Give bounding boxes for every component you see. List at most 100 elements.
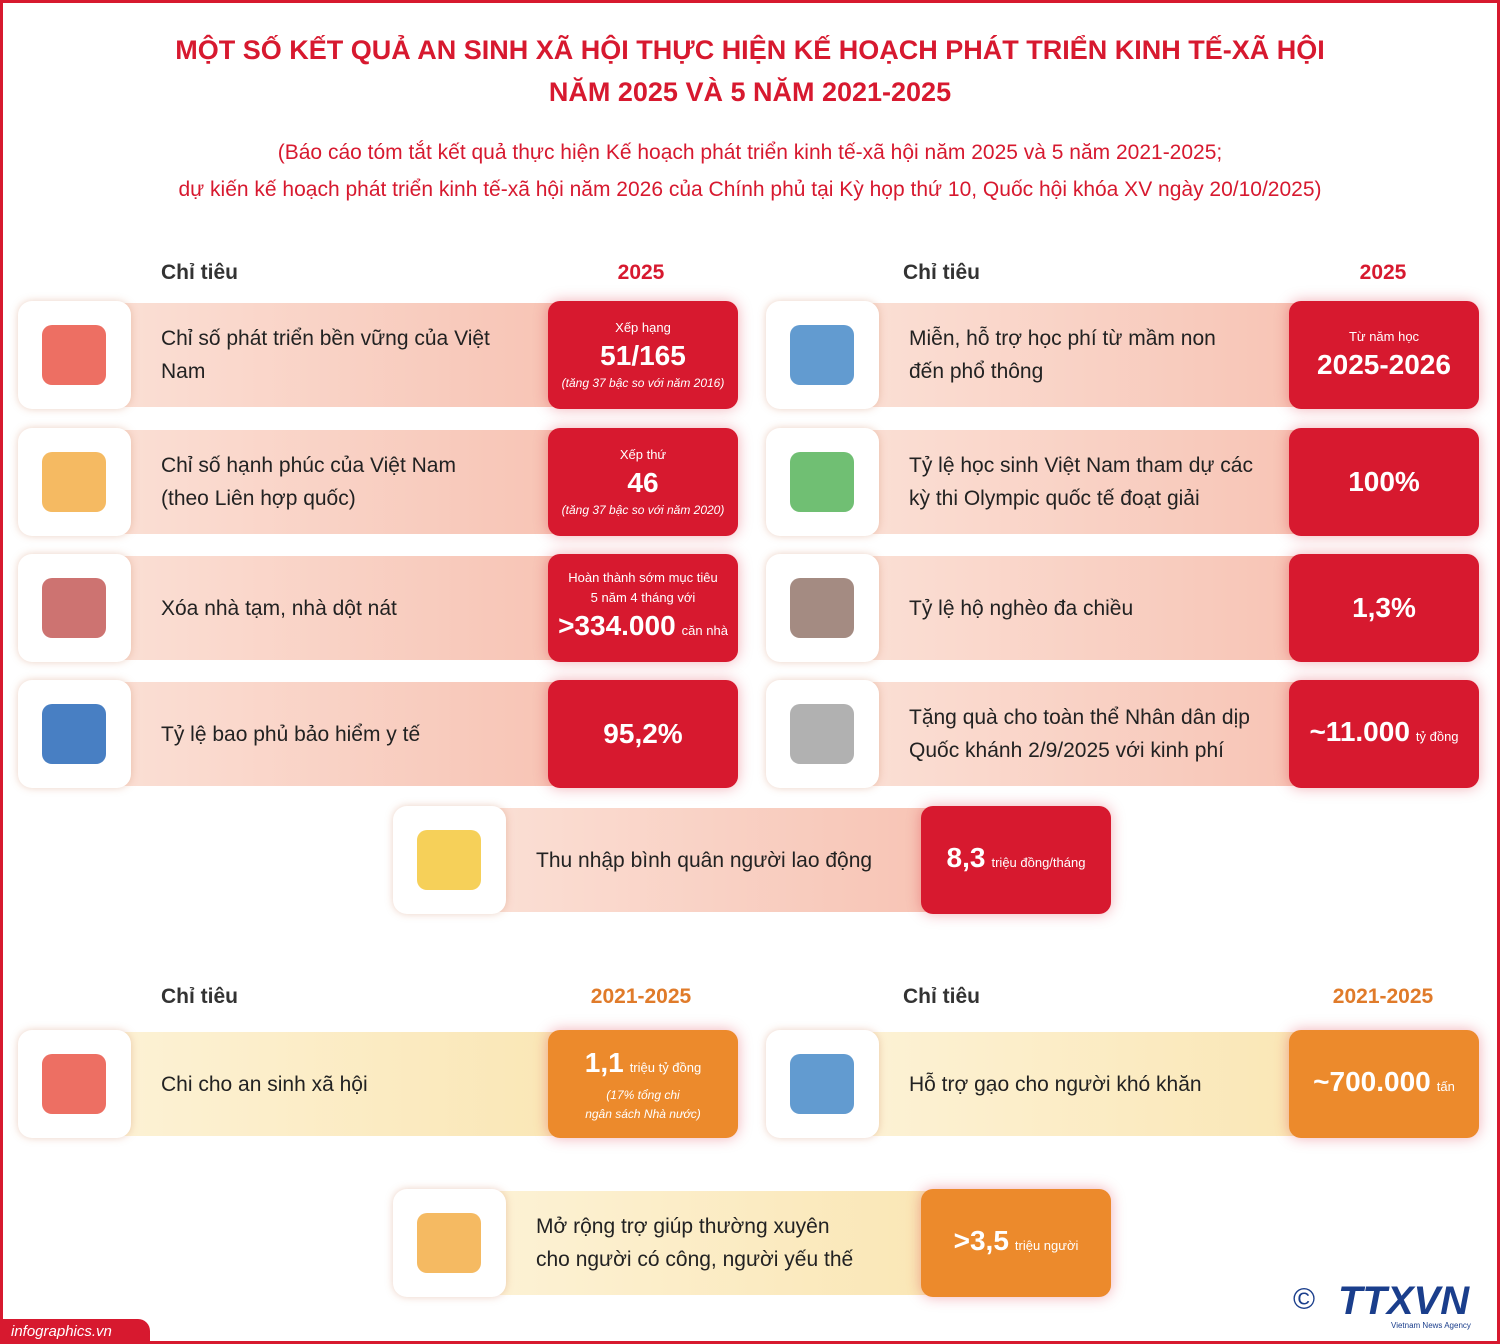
value-top: 5 năm 4 tháng với: [590, 589, 696, 605]
value-box: 8,3 triệu đồng/tháng: [921, 806, 1111, 914]
label: Tỷ lệ học sinh Việt Nam tham dự các kỳ th…: [909, 428, 1272, 536]
value: 95,2%: [603, 718, 683, 749]
label: Tỷ lệ bao phủ bảo hiểm y tế: [161, 680, 531, 788]
icon: [18, 680, 131, 788]
value-top: Hoàn thành sớm mục tiêu: [568, 569, 718, 585]
site: infographics.vn: [11, 1323, 112, 1340]
value-main: 1,3%: [1352, 590, 1416, 626]
value-main: 1,1 triệu tỷ đồng: [585, 1045, 701, 1086]
label-line: Chi cho an sinh xã hội: [161, 1072, 368, 1096]
value-main: ~700.000 tấn: [1313, 1064, 1455, 1105]
label-line: Miễn, hỗ trợ học phí từ mầm non: [909, 327, 1216, 350]
value: 8,3: [946, 841, 986, 873]
icon-shape: [417, 1213, 481, 1273]
value-box: ~11.000 tỷ đồng: [1289, 680, 1479, 788]
label-line: đến phổ thông: [909, 360, 1044, 383]
icon: [766, 301, 879, 409]
value-box: Hoàn thành sớm mục tiêu 5 năm 4 tháng với…: [548, 554, 738, 662]
value: ~700.000: [1313, 1065, 1431, 1097]
value-box: ~700.000 tấn: [1289, 1030, 1479, 1138]
value: >334.000: [558, 609, 676, 641]
value-note: (tăng 37 bậc so với năm 2020): [561, 502, 725, 517]
value-box: 100%: [1289, 428, 1479, 536]
icon: [18, 554, 131, 662]
copyright: ©: [1293, 1283, 1316, 1316]
value-main: >334.000 căn nhà: [558, 608, 728, 649]
value-unit: tỷ đồng: [1415, 728, 1459, 744]
subtitle: (Báo cáo tóm tắt kết quả thực hiện Kế ho…: [277, 141, 1223, 164]
label-line: Chỉ số phát triển bền vững của Việt Nam: [161, 327, 490, 383]
period-label: 2025: [1359, 261, 1407, 284]
icon: [766, 1030, 879, 1138]
label-line: Mở rộng trợ giúp thường xuyên: [536, 1215, 830, 1238]
value-main: >3,5 triệu người: [954, 1223, 1079, 1264]
label-line: Chỉ số hạnh phúc của Việt Nam: [161, 454, 456, 477]
value-unit: triệu người: [1014, 1237, 1079, 1253]
value-top: Từ năm học: [1348, 329, 1420, 344]
label: Tặng quà cho toàn thể Nhân dân dịp Quốc k…: [909, 680, 1272, 788]
icon-shape: [42, 1054, 106, 1114]
icon-shape: [790, 325, 854, 385]
value-note: ngân sách Nhà nước): [585, 1106, 701, 1121]
label-line: Tỷ lệ học sinh Việt Nam tham dự các: [909, 454, 1253, 477]
value-unit: căn nhà: [681, 622, 728, 638]
value-unit: triệu tỷ đồng: [629, 1059, 702, 1075]
icon: [18, 301, 131, 409]
value: 1,3%: [1352, 592, 1416, 623]
label-line: kỳ thi Olympic quốc tế đoạt giải: [909, 487, 1200, 510]
icon: [18, 1030, 131, 1138]
value-top: Xếp thứ: [619, 446, 667, 462]
icon-shape: [42, 452, 106, 512]
column-label: Chỉ tiêu: [161, 985, 238, 1008]
label: Chi cho an sinh xã hội: [161, 1030, 531, 1138]
label-line: Xóa nhà tạm, nhà dột nát: [161, 596, 397, 620]
value: 46: [627, 466, 659, 498]
label-line: Tỷ lệ bao phủ bảo hiểm y tế: [161, 722, 421, 746]
column-label: Chỉ tiêu: [903, 985, 980, 1008]
icon-shape: [790, 704, 854, 764]
value-main: 46: [627, 465, 658, 501]
label: Miễn, hỗ trợ học phí từ mầm non đến phổ t…: [909, 301, 1272, 409]
label-line: cho người có công, người yếu thế: [536, 1248, 854, 1271]
agency: Vietnam News Agency: [1391, 1321, 1471, 1330]
label-line: Thu nhập bình quân người lao động: [536, 848, 873, 872]
value: ~11.000: [1309, 715, 1410, 747]
icon: [393, 1189, 506, 1297]
value-main: 95,2%: [603, 716, 682, 752]
label: Thu nhập bình quân người lao động: [536, 806, 904, 914]
value-box: Từ năm học 2025-2026: [1289, 301, 1479, 409]
label-line: Quốc khánh 2/9/2025 với kinh phí: [909, 739, 1224, 762]
label: Tỷ lệ hộ nghèo đa chiều: [909, 554, 1272, 662]
icon-shape: [42, 704, 106, 764]
footer-strip: [3, 1319, 150, 1341]
subtitle: dự kiến kế hoạch phát triển kinh tế-xã h…: [178, 178, 1322, 201]
value-box: Xếp thứ 46 (tăng 37 bậc so với năm 2020): [548, 428, 738, 536]
value-box: Xếp hạng 51/165 (tăng 37 bậc so với năm 20…: [548, 301, 738, 409]
icon: [393, 806, 506, 914]
column-label: Chỉ tiêu: [161, 261, 238, 284]
value-note: (17% tổng chi: [606, 1087, 680, 1102]
value-unit: tấn: [1436, 1078, 1455, 1094]
label-line: (theo Liên hợp quốc): [161, 487, 356, 510]
value-unit: triệu đồng/tháng: [991, 854, 1086, 870]
value-note: (tăng 37 bậc so với năm 2016): [561, 375, 725, 390]
icon-shape: [42, 578, 106, 638]
value-box: 1,1 triệu tỷ đồng (17% tổng chi ngân sách N…: [548, 1030, 738, 1138]
value: 100%: [1348, 466, 1420, 497]
icon: [766, 554, 879, 662]
label-line: Hỗ trợ gạo cho người khó khăn: [909, 1072, 1202, 1096]
value-box: 95,2%: [548, 680, 738, 788]
value-main: 51/165: [600, 338, 686, 374]
value: 51/165: [600, 339, 686, 371]
value-top: Xếp hạng: [615, 319, 671, 335]
icon: [766, 680, 879, 788]
icon-shape: [790, 1054, 854, 1114]
title: NĂM 2025 VÀ 5 NĂM 2021-2025: [548, 77, 952, 107]
label-line: Tỷ lệ hộ nghèo đa chiều: [909, 596, 1134, 620]
value-main: ~11.000 tỷ đồng: [1309, 714, 1458, 755]
column-label: Chỉ tiêu: [903, 261, 980, 284]
value: >3,5: [953, 1224, 1009, 1256]
period-label: 2021-2025: [1332, 985, 1434, 1008]
value: 2025-2026: [1317, 349, 1451, 380]
